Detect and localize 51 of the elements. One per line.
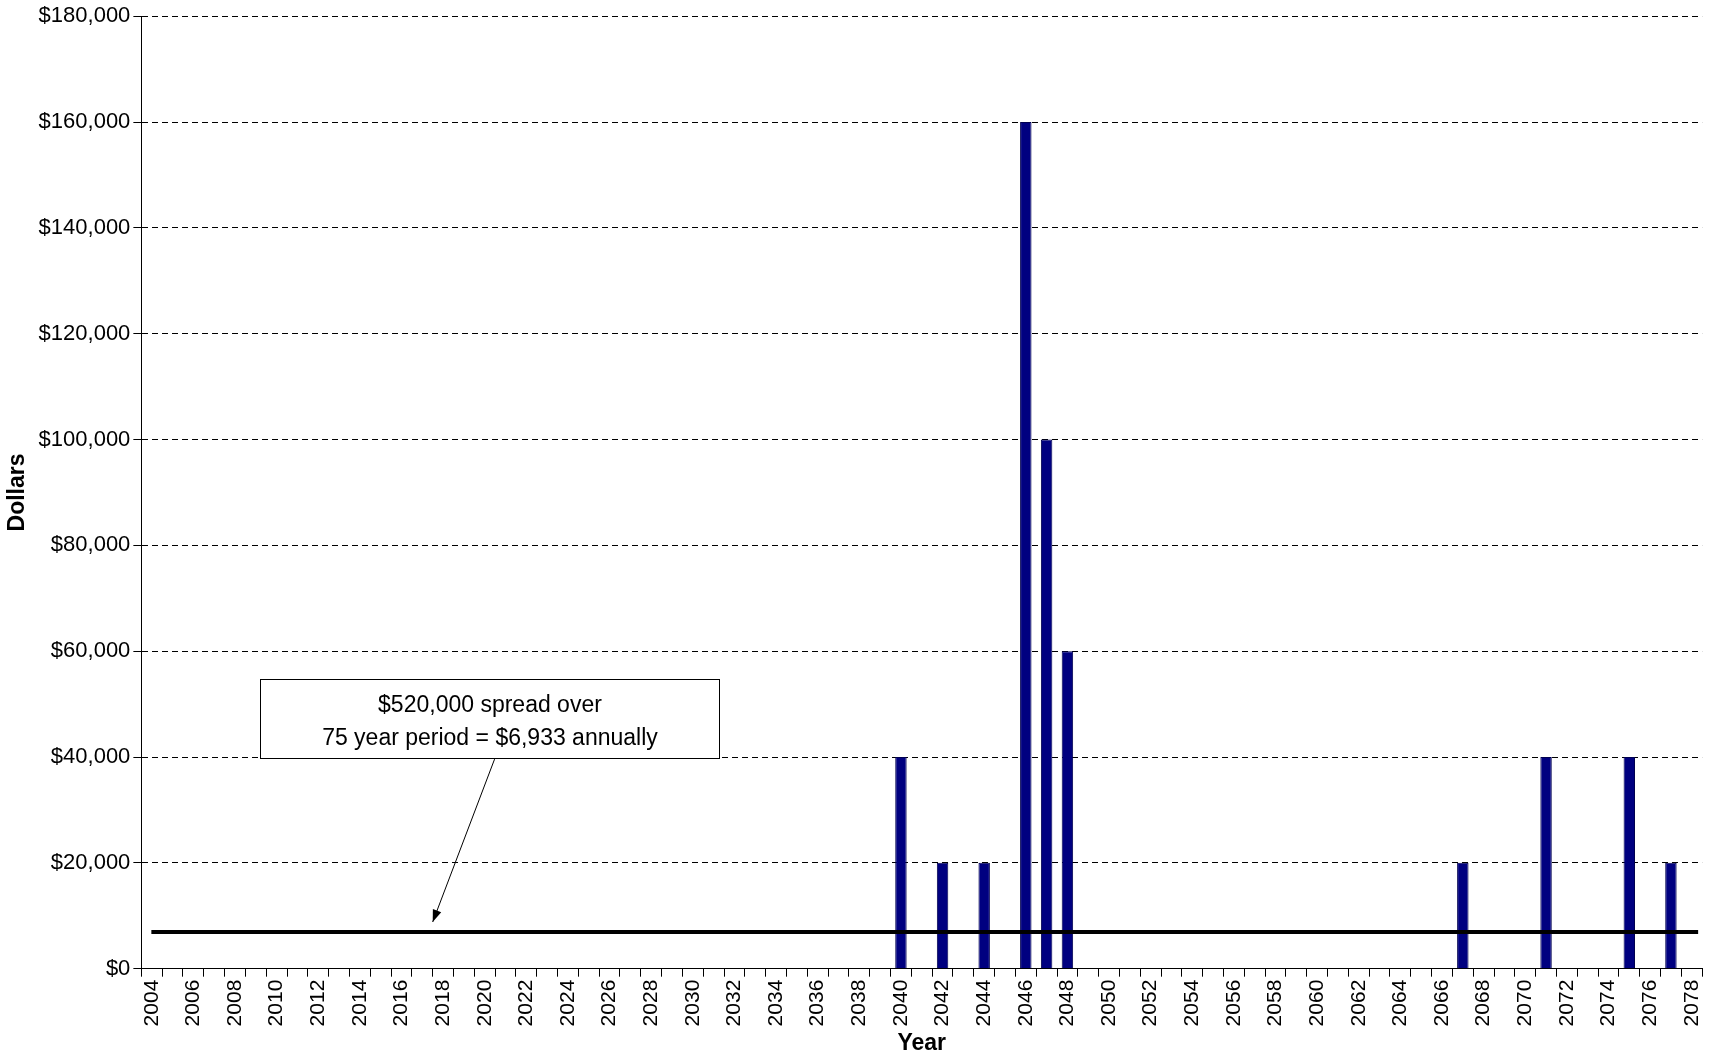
x-tick-label: 2038: [846, 979, 870, 1027]
x-tick-label: 2028: [638, 979, 662, 1027]
y-tick-label: $80,000: [50, 531, 131, 557]
x-tick-label: 2016: [388, 979, 412, 1027]
y-axis-title: Dollars: [3, 453, 30, 532]
x-axis-title: Year: [897, 1028, 947, 1055]
x-tick-label: 2054: [1179, 979, 1203, 1027]
x-tick-label: 2046: [1012, 979, 1036, 1027]
x-tick-label: 2022: [513, 979, 537, 1027]
x-tick-label: 2006: [180, 979, 204, 1027]
x-tick-label: 2050: [1095, 979, 1119, 1027]
x-tick-label: 2044: [970, 979, 994, 1027]
x-tick-label: 2052: [1137, 979, 1161, 1027]
x-tick-label: 2042: [929, 979, 953, 1027]
x-tick-label: 2024: [554, 979, 578, 1027]
x-tick-label: 2064: [1387, 979, 1411, 1027]
y-tick-label: $40,000: [50, 743, 131, 769]
y-tick-label: $140,000: [38, 213, 131, 239]
x-tick-label: 2072: [1553, 979, 1577, 1027]
x-tick-label: 2048: [1054, 979, 1078, 1027]
x-tick-label: 2032: [721, 979, 745, 1027]
x-tick-label: 2056: [1220, 979, 1244, 1027]
y-tick-label: $100,000: [38, 425, 131, 451]
x-tick-label: 2010: [263, 979, 287, 1027]
x-tick-label: 2060: [1303, 979, 1327, 1027]
x-tick-label: 2066: [1428, 979, 1452, 1027]
x-tick-label: 2004: [138, 979, 162, 1027]
x-tick-label: 2040: [887, 979, 911, 1027]
x-tick-label: 2078: [1678, 979, 1702, 1027]
x-tick-label: 2014: [346, 979, 370, 1027]
x-tick-label: 2074: [1595, 979, 1619, 1027]
x-tick-label: 2076: [1636, 979, 1660, 1027]
x-tick-label: 2020: [471, 979, 495, 1027]
x-tick-label: 2034: [762, 979, 786, 1027]
y-tick-label: $0: [105, 954, 131, 980]
x-tick-label: 2008: [221, 979, 245, 1027]
y-tick-label: $160,000: [38, 108, 131, 134]
x-tick-label: 2070: [1512, 979, 1536, 1027]
x-tick-label: 2026: [596, 979, 620, 1027]
y-tick-label: $20,000: [50, 848, 131, 874]
x-tick-label: 2012: [305, 979, 329, 1027]
y-tick-label: $60,000: [50, 637, 131, 663]
x-tick-label: 2018: [429, 979, 453, 1027]
x-tick-label: 2030: [679, 979, 703, 1027]
x-tick-label: 2036: [804, 979, 828, 1027]
x-tick-label: 2068: [1470, 979, 1494, 1027]
y-tick-label: $120,000: [38, 319, 131, 345]
x-tick-label: 2062: [1345, 979, 1369, 1027]
y-tick-label: $180,000: [38, 2, 131, 28]
callout-box: $520,000 spread over 75 year period = $6,933 annually: [259, 679, 720, 760]
x-tick-label: 2058: [1262, 979, 1286, 1027]
